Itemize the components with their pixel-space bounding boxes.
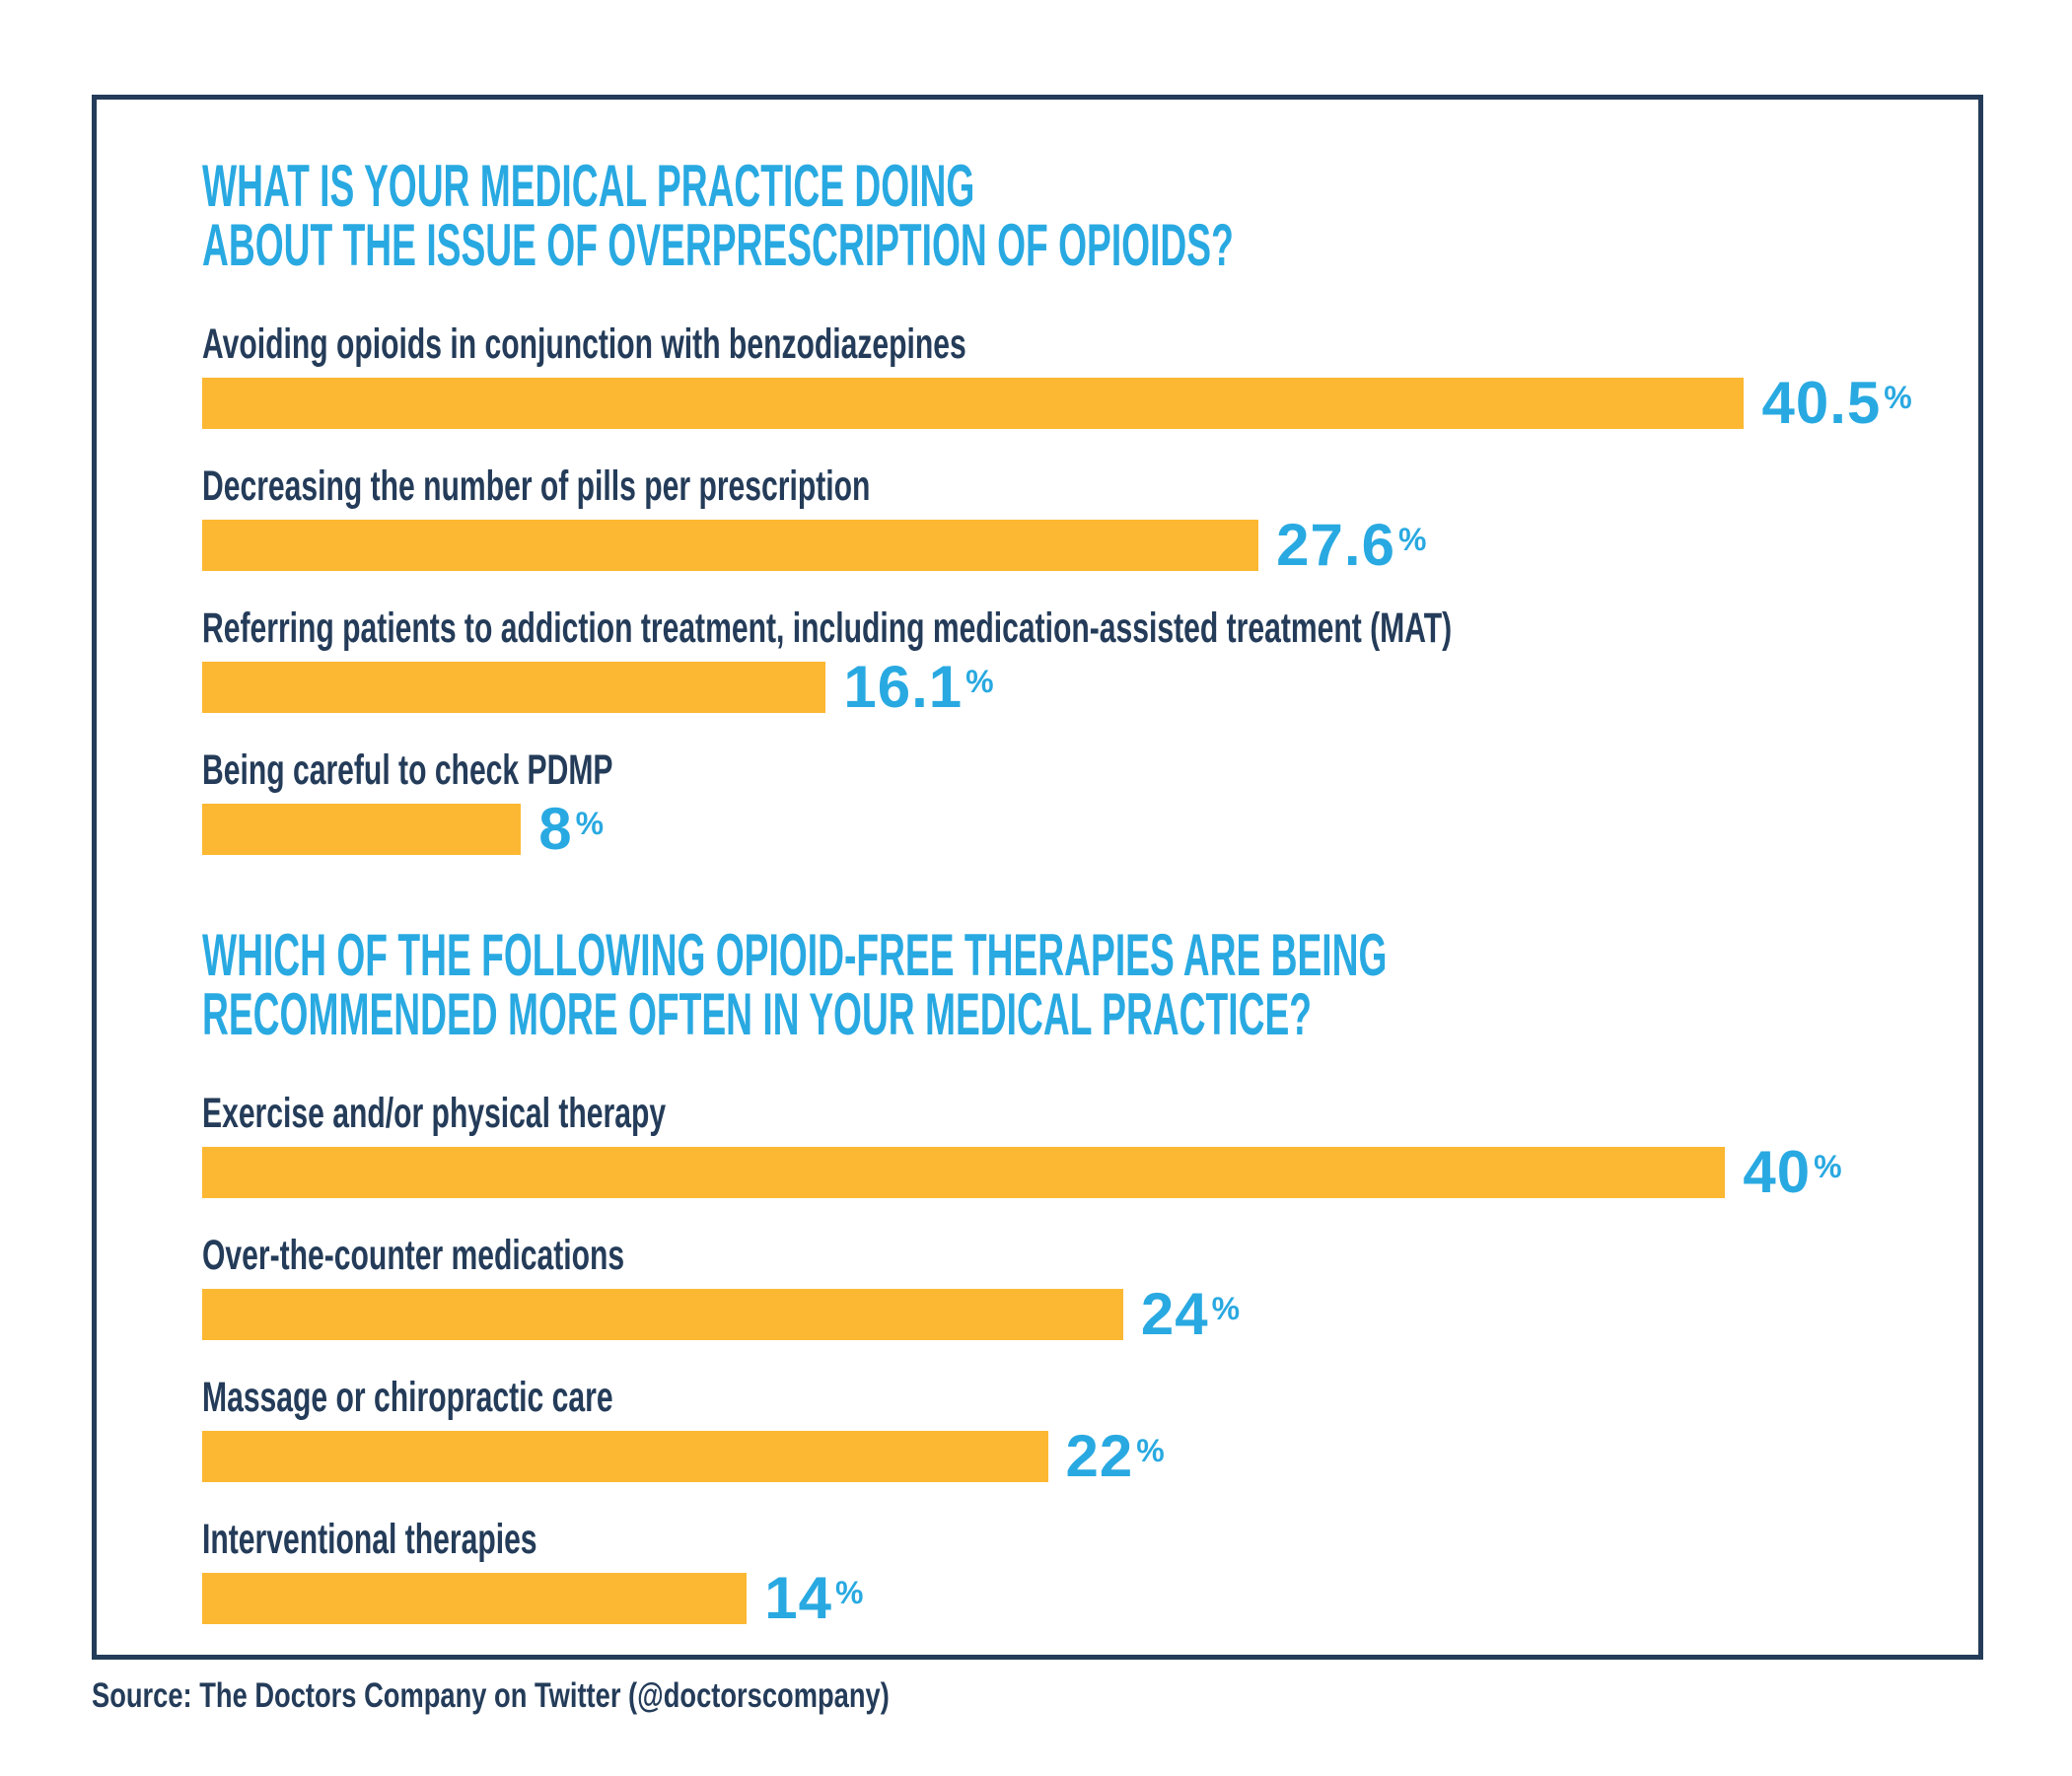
bar-label: Interventional therapies [202,1516,537,1563]
bar-value: 16.1 % [843,654,994,720]
bar-label: Exercise and/or physical therapy [202,1090,667,1137]
section-1-bars: Avoiding opioids in conjunction with ben… [202,320,1977,862]
percent-sign: % [1814,1149,1842,1184]
source-text: Source: The Doctors Company on Twitter (… [92,1676,890,1715]
bar-value-number: 40 [1743,1139,1812,1205]
percent-sign: % [965,664,994,699]
bar [202,1147,1726,1198]
bar-row: Avoiding opioids in conjunction with ben… [202,320,1977,436]
percent-sign: % [1884,380,1912,415]
bar-value-number: 40.5 [1761,370,1882,436]
percent-sign: % [834,1575,864,1610]
bar-label: Decreasing the number of pills per presc… [202,462,871,510]
bar-row: Exercise and/or physical therapy 40 % [202,1090,1977,1205]
bar-row: Interventional therapies 14 % [202,1516,1977,1631]
bar-value-number: 8 [538,796,573,862]
bar [202,378,1745,429]
bar-row: Decreasing the number of pills per presc… [202,462,1977,578]
bar [202,1289,1123,1340]
section-1-title-line-1: WHAT IS YOUR MEDICAL PRACTICE DOING [202,153,975,219]
bar-row: Being careful to check PDMP 8 % [202,746,1977,862]
bar-value-number: 22 [1065,1423,1134,1489]
bar-value-number: 27.6 [1276,512,1395,578]
bar-label: Being careful to check PDMP [202,746,613,794]
survey-card: WHAT IS YOUR MEDICAL PRACTICE DOING ABOU… [92,95,1983,1660]
percent-sign: % [1211,1291,1241,1326]
bar-label: Referring patients to addiction treatmen… [202,604,1453,652]
section-1-title: WHAT IS YOUR MEDICAL PRACTICE DOING ABOU… [202,157,1978,275]
section-2-title: WHICH OF THE FOLLOWING OPIOID-FREE THERA… [202,926,1978,1044]
section-2-title-line-2: RECOMMENDED MORE OFTEN IN YOUR MEDICAL P… [202,981,1312,1047]
bar-value: 14 % [764,1565,864,1631]
bar [202,662,826,713]
bar-label: Avoiding opioids in conjunction with ben… [202,320,966,368]
bar-value: 40.5 % [1761,370,1912,436]
bar-value: 40 % [1743,1139,1842,1205]
section-1-title-line-2: ABOUT THE ISSUE OF OVERPRESCRIPTION OF O… [202,212,1234,278]
bar-row: Referring patients to addiction treatmen… [202,604,1977,720]
bar [202,804,522,855]
bar [202,1431,1048,1482]
bar-value: 8 % [538,796,605,862]
section-2-bars: Exercise and/or physical therapy 40 % Ov… [202,1090,1977,1631]
bar [202,1573,748,1624]
percent-sign: % [575,806,605,841]
bar-row: Over-the-counter medications 24 % [202,1232,1977,1347]
bar-value: 24 % [1140,1281,1241,1347]
bar-value: 27.6 % [1276,512,1427,578]
percent-sign: % [1136,1433,1165,1468]
source-attribution: Source: The Doctors Company on Twitter (… [92,1675,1114,1717]
bar-value-number: 14 [764,1565,832,1631]
bar-row: Massage or chiropractic care 22 % [202,1374,1977,1489]
bar-value-number: 24 [1140,1281,1209,1347]
bar-value-number: 16.1 [843,654,964,720]
section-2-title-line-1: WHICH OF THE FOLLOWING OPIOID-FREE THERA… [202,922,1388,988]
bar-label: Over-the-counter medications [202,1232,625,1279]
bar [202,520,1259,571]
percent-sign: % [1397,522,1427,557]
bar-label: Massage or chiropractic care [202,1374,613,1421]
bar-value: 22 % [1065,1423,1165,1489]
